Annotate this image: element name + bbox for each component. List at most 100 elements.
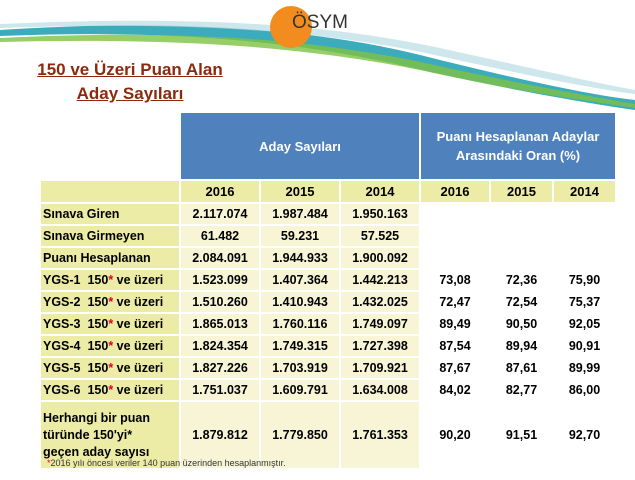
table-row: YGS-6 150* ve üzeri 1.751.037 1.609.791 1.6… bbox=[40, 379, 616, 401]
year-header: 2016 bbox=[180, 180, 260, 203]
table-corner bbox=[40, 112, 180, 180]
ratio-cell: 72,36 bbox=[490, 269, 553, 291]
footnote: *2016 yılı öncesi veriler 140 puan üzeri… bbox=[47, 458, 286, 468]
table-row: Sınava Girmeyen 61.482 59.231 57.525 bbox=[40, 225, 616, 247]
row-label: Puanı Hesaplanan bbox=[40, 247, 180, 269]
row-label-line: geçen aday sayısı bbox=[43, 444, 150, 459]
year-header: 2015 bbox=[490, 180, 553, 203]
ratio-cell: 82,77 bbox=[490, 379, 553, 401]
count-cell: 1.432.025 bbox=[340, 291, 420, 313]
row-label-star: * bbox=[108, 295, 114, 309]
page-title: 150 ve Üzeri Puan Alan Aday Sayıları bbox=[20, 58, 240, 106]
table-row: YGS-2 150* ve üzeri 1.510.260 1.410.943 1.4… bbox=[40, 291, 616, 313]
row-label-tail: ve üzeri bbox=[113, 361, 164, 375]
ratio-cell: 86,00 bbox=[553, 379, 616, 401]
row-label-star: * bbox=[108, 339, 114, 353]
count-cell: 1.751.037 bbox=[180, 379, 260, 401]
ratio-cell: 89,94 bbox=[490, 335, 553, 357]
year-header: 2016 bbox=[420, 180, 490, 203]
count-cell: 1.760.116 bbox=[260, 313, 340, 335]
count-cell: 57.525 bbox=[340, 225, 420, 247]
ratio-cell bbox=[420, 247, 490, 269]
count-cell: 1.900.092 bbox=[340, 247, 420, 269]
count-cell: 1.749.097 bbox=[340, 313, 420, 335]
count-cell: 1.761.353 bbox=[340, 401, 420, 469]
ratio-cell: 89,49 bbox=[420, 313, 490, 335]
year-header-row: 2016 2015 2014 2016 2015 2014 bbox=[40, 180, 616, 203]
ratio-cell: 91,51 bbox=[490, 401, 553, 469]
row-label-star: * bbox=[108, 383, 114, 397]
ratio-cell: 90,20 bbox=[420, 401, 490, 469]
table-row: Sınava Giren 2.117.074 1.987.484 1.950.163 bbox=[40, 203, 616, 225]
table-row: YGS-3 150* ve üzeri 1.865.013 1.760.116 1.7… bbox=[40, 313, 616, 335]
row-label-text: YGS-1 150 bbox=[43, 273, 109, 287]
ratio-cell: 72,47 bbox=[420, 291, 490, 313]
row-label: YGS-2 150* ve üzeri bbox=[40, 291, 180, 313]
count-cell: 1.865.013 bbox=[180, 313, 260, 335]
row-label-tail: ve üzeri bbox=[113, 383, 164, 397]
row-label: YGS-5 150* ve üzeri bbox=[40, 357, 180, 379]
footnote-star: * bbox=[47, 458, 51, 468]
count-cell: 1.827.226 bbox=[180, 357, 260, 379]
ratio-cell: 90,91 bbox=[553, 335, 616, 357]
ratio-cell: 92,05 bbox=[553, 313, 616, 335]
count-cell: 2.084.091 bbox=[180, 247, 260, 269]
count-cell: 1.824.354 bbox=[180, 335, 260, 357]
title-line-1: 150 ve Üzeri Puan Alan bbox=[37, 60, 223, 79]
row-label-star: * bbox=[108, 317, 114, 331]
ratio-cell: 84,02 bbox=[420, 379, 490, 401]
row-label: YGS-6 150* ve üzeri bbox=[40, 379, 180, 401]
row-label: Sınava Girmeyen bbox=[40, 225, 180, 247]
osym-logo: ÖSYM bbox=[270, 6, 360, 48]
ratio-cell bbox=[553, 247, 616, 269]
ratio-cell: 89,99 bbox=[553, 357, 616, 379]
count-cell: 1.779.850 bbox=[260, 401, 340, 469]
ratio-cell: 73,08 bbox=[420, 269, 490, 291]
count-cell: 1.703.919 bbox=[260, 357, 340, 379]
ratio-cell: 87,54 bbox=[420, 335, 490, 357]
ratio-cell: 87,61 bbox=[490, 357, 553, 379]
table-row: YGS-4 150* ve üzeri 1.824.354 1.749.315 1.7… bbox=[40, 335, 616, 357]
count-cell: 1.950.163 bbox=[340, 203, 420, 225]
row-label-text: Sınava Girmeyen bbox=[43, 229, 145, 243]
group-header-counts: Aday Sayıları bbox=[180, 112, 420, 180]
count-cell: 61.482 bbox=[180, 225, 260, 247]
ratio-cell: 75,90 bbox=[553, 269, 616, 291]
ratio-cell: 72,54 bbox=[490, 291, 553, 313]
footnote-text: 2016 yılı öncesi veriler 140 puan üzerin… bbox=[50, 458, 286, 468]
year-header: 2015 bbox=[260, 180, 340, 203]
count-cell: 1.879.812 bbox=[180, 401, 260, 469]
row-label-text: YGS-4 150 bbox=[43, 339, 109, 353]
row-label-star: * bbox=[108, 361, 114, 375]
ratio-cell bbox=[490, 225, 553, 247]
table-row: YGS-5 150* ve üzeri 1.827.226 1.703.919 1.7… bbox=[40, 357, 616, 379]
row-label-text: Sınava Giren bbox=[43, 207, 120, 221]
ratio-cell: 87,67 bbox=[420, 357, 490, 379]
row-label-star: * bbox=[108, 273, 114, 287]
row-label-tail: ve üzeri bbox=[113, 273, 164, 287]
count-cell: 1.944.933 bbox=[260, 247, 340, 269]
row-label-text: YGS-3 150 bbox=[43, 317, 109, 331]
table-row: YGS-1 150* ve üzeri 1.523.099 1.407.364 1.4… bbox=[40, 269, 616, 291]
row-label-text: YGS-2 150 bbox=[43, 295, 109, 309]
count-cell: 1.407.364 bbox=[260, 269, 340, 291]
row-label-text: YGS-5 150 bbox=[43, 361, 109, 375]
row-label: Sınava Giren bbox=[40, 203, 180, 225]
count-cell: 1.442.213 bbox=[340, 269, 420, 291]
candidate-counts-table: Aday Sayıları Puanı Hesaplanan Adaylar A… bbox=[40, 112, 616, 469]
ratio-cell bbox=[490, 203, 553, 225]
year-header: 2014 bbox=[340, 180, 420, 203]
ratio-cell: 90,50 bbox=[490, 313, 553, 335]
row-label: Herhangi bir puan türünde 150'yi* geçen … bbox=[40, 401, 180, 469]
table-row: Puanı Hesaplanan 2.084.091 1.944.933 1.900.… bbox=[40, 247, 616, 269]
row-label-tail: ve üzeri bbox=[113, 295, 164, 309]
ratio-cell: 92,70 bbox=[553, 401, 616, 469]
row-label-line: Herhangi bir puan bbox=[43, 410, 150, 425]
row-label: YGS-1 150* ve üzeri bbox=[40, 269, 180, 291]
count-cell: 1.410.943 bbox=[260, 291, 340, 313]
row-label: YGS-4 150* ve üzeri bbox=[40, 335, 180, 357]
row-label: YGS-3 150* ve üzeri bbox=[40, 313, 180, 335]
row-label-tail: ve üzeri bbox=[113, 317, 164, 331]
year-header: 2014 bbox=[553, 180, 616, 203]
row-label-tail: ve üzeri bbox=[113, 339, 164, 353]
